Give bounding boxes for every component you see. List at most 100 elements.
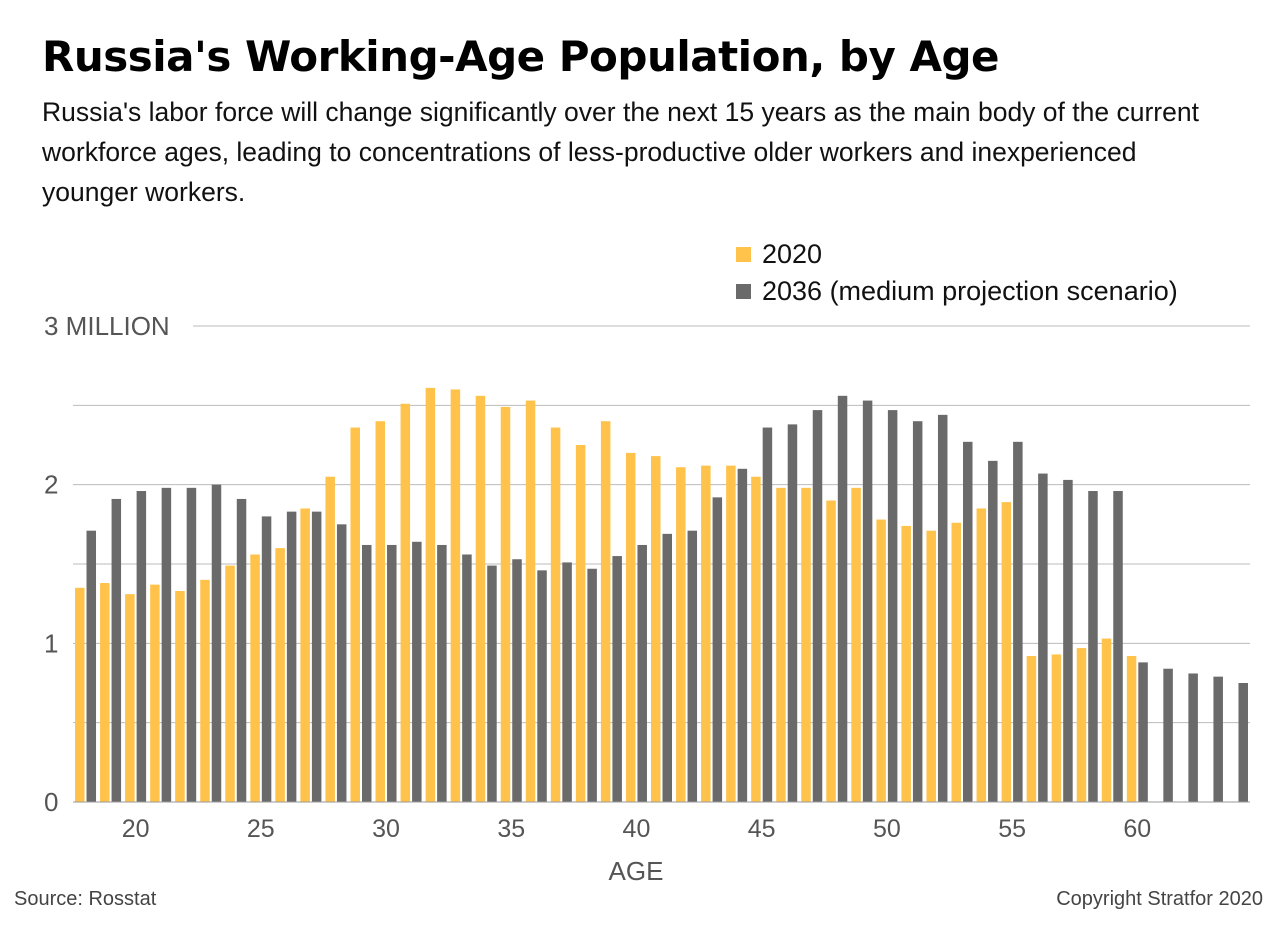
x-tick-label: 40 xyxy=(623,815,651,843)
bar-2020 xyxy=(751,476,761,802)
bar-2020 xyxy=(475,395,486,802)
bar-2036 xyxy=(562,562,572,802)
bar-2036 xyxy=(211,484,222,802)
bar-2020 xyxy=(550,427,561,802)
bar-2020 xyxy=(1001,502,1012,802)
bar-2036 xyxy=(1238,683,1248,802)
bar-2036 xyxy=(512,559,522,802)
bar-2036 xyxy=(1163,668,1173,802)
bar-2036 xyxy=(662,533,672,802)
bar-2036 xyxy=(336,524,347,802)
bar-2020 xyxy=(726,465,736,802)
bar-2036 xyxy=(261,516,272,802)
bar-2020 xyxy=(125,594,135,802)
bar-2036 xyxy=(186,487,197,802)
bar-2036 xyxy=(437,544,447,802)
bar-2020 xyxy=(575,445,586,802)
bar-2036 xyxy=(912,421,923,802)
legend-item-2036: 2036 (medium projection scenario) xyxy=(736,273,1178,310)
bar-2036 xyxy=(412,541,422,802)
bar-2036 xyxy=(862,400,873,802)
bar-2020 xyxy=(1051,654,1062,802)
bar-2036 xyxy=(587,568,597,802)
bar-2020 xyxy=(175,590,185,802)
x-tick-label: 50 xyxy=(873,815,901,843)
bar-2036 xyxy=(612,556,622,802)
bar-2020 xyxy=(951,522,962,802)
source-note: Source: Rosstat xyxy=(14,888,157,910)
bar-2036 xyxy=(1113,491,1123,802)
x-tick-label: 25 xyxy=(247,815,275,843)
bar-2036 xyxy=(637,544,647,802)
bar-2020 xyxy=(1101,638,1112,802)
bar-2036 xyxy=(286,511,297,802)
bar-2020 xyxy=(876,519,886,802)
x-tick-label: 30 xyxy=(372,815,400,843)
bar-2020 xyxy=(150,584,160,802)
bar-2036 xyxy=(1213,676,1223,802)
bar-2020 xyxy=(325,476,335,802)
bar-2020 xyxy=(350,427,360,802)
bar-2036 xyxy=(1038,473,1048,802)
bar-2020 xyxy=(225,565,235,802)
bar-2020 xyxy=(300,508,310,802)
bar-2036 xyxy=(737,468,748,802)
bar-2036 xyxy=(311,511,322,802)
bar-2036 xyxy=(887,410,898,802)
bar-2036 xyxy=(1088,491,1098,802)
bar-2036 xyxy=(387,544,397,802)
bar-2036 xyxy=(988,460,998,802)
bar-2036 xyxy=(687,530,698,802)
bar-2036 xyxy=(537,570,547,802)
bar-2020 xyxy=(75,587,85,802)
bar-2020 xyxy=(926,530,936,802)
x-tick-label: 35 xyxy=(497,815,525,843)
bar-2020 xyxy=(250,554,260,802)
bar-2036 xyxy=(712,497,723,802)
bar-2020 xyxy=(701,465,711,802)
bar-2036 xyxy=(787,424,798,802)
x-tick-label: 45 xyxy=(748,815,776,843)
legend-swatch-2036 xyxy=(736,284,751,299)
bar-2020 xyxy=(776,487,786,802)
bar-2036 xyxy=(1063,479,1073,802)
x-tick-label: 20 xyxy=(122,815,150,843)
bar-2020 xyxy=(100,583,110,802)
bar-2036 xyxy=(361,544,372,802)
bar-2020 xyxy=(500,406,511,802)
legend-swatch-2020 xyxy=(736,247,751,262)
bar-2036 xyxy=(1138,662,1148,802)
x-axis-label: AGE xyxy=(609,856,664,886)
bar-2020 xyxy=(976,508,987,802)
bar-2036 xyxy=(1188,673,1198,802)
chart-subtitle: Russia's labor force will change signifi… xyxy=(42,97,1199,207)
bar-2020 xyxy=(375,421,386,802)
bar-2020 xyxy=(200,579,210,802)
bar-2020 xyxy=(801,487,811,802)
bar-2036 xyxy=(86,530,97,802)
copyright-note: Copyright Stratfor 2020 xyxy=(1056,888,1263,910)
bar-2020 xyxy=(901,525,911,802)
bar-2020 xyxy=(275,548,285,802)
bar-2020 xyxy=(625,452,636,802)
bar-2036 xyxy=(236,498,247,802)
bar-2020 xyxy=(400,403,411,802)
bar-2020 xyxy=(826,500,836,802)
bar-2036 xyxy=(963,441,973,802)
bar-2036 xyxy=(161,487,172,802)
bar-2036 xyxy=(812,410,823,802)
y-tick-label: 2 xyxy=(44,470,58,500)
bar-2020 xyxy=(1076,648,1087,802)
bar-2036 xyxy=(111,498,122,802)
bar-2020 xyxy=(651,456,661,802)
bar-2020 xyxy=(676,467,686,802)
y-tick-label: 1 xyxy=(44,628,58,658)
legend-item-2020: 2020 xyxy=(736,236,1178,273)
bar-2020 xyxy=(600,421,611,802)
y-tick-label: 0 xyxy=(44,787,58,817)
bar-2036 xyxy=(487,565,497,802)
bar-2020 xyxy=(525,400,536,802)
legend-label-2036: 2036 (medium projection scenario) xyxy=(762,276,1178,306)
chart-title: Russia's Working-Age Population, by Age xyxy=(42,32,1000,81)
